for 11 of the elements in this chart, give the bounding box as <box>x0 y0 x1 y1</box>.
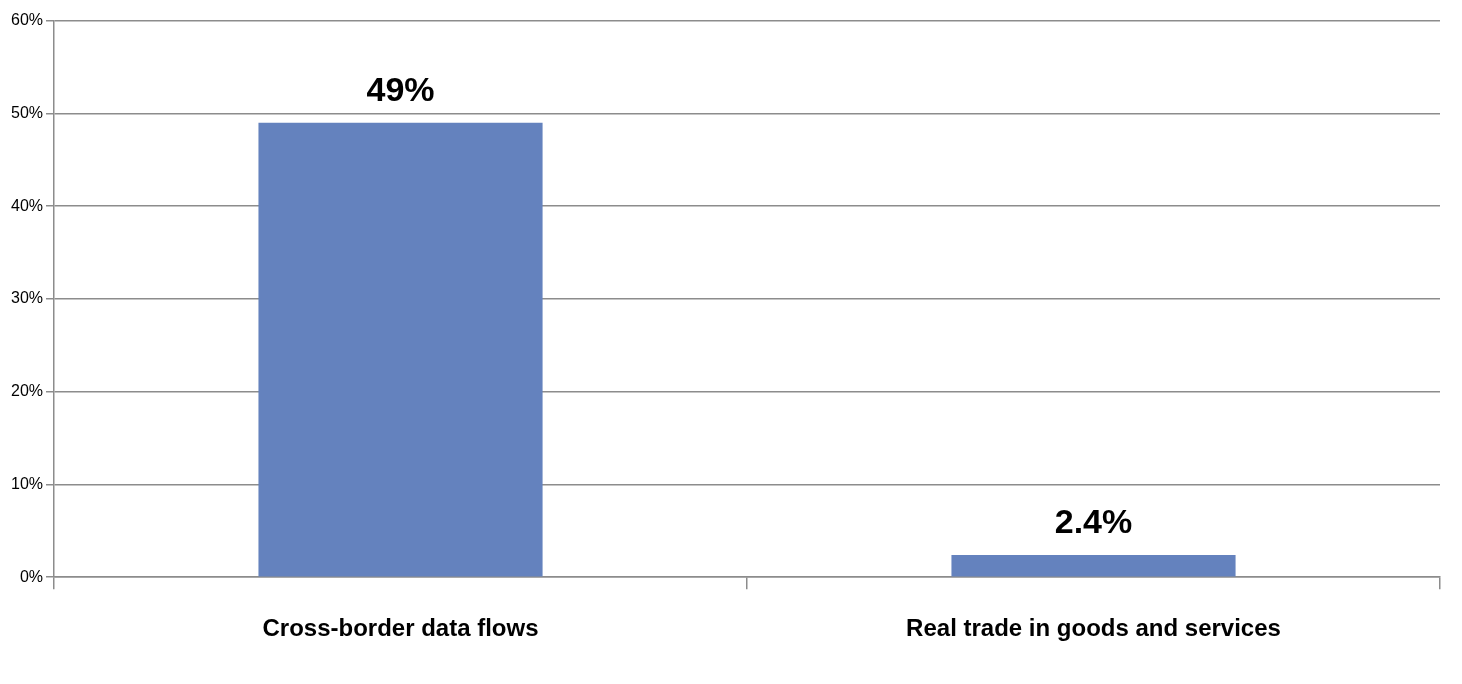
y-tick-label: 0% <box>19 567 44 585</box>
y-tick-label: 60% <box>10 11 44 29</box>
y-tick-label: 10% <box>10 474 44 492</box>
x-tick-label: Cross-border data flows <box>262 614 539 642</box>
y-tick-label: 20% <box>10 382 44 400</box>
y-tick-label: 30% <box>10 289 44 307</box>
y-tick-label: 50% <box>10 103 44 121</box>
y-tick-label: 40% <box>10 196 44 214</box>
data-label: 49% <box>366 70 435 109</box>
x-tick-label: Real trade in goods and services <box>906 614 1281 642</box>
data-label: 2.4% <box>1054 502 1133 541</box>
